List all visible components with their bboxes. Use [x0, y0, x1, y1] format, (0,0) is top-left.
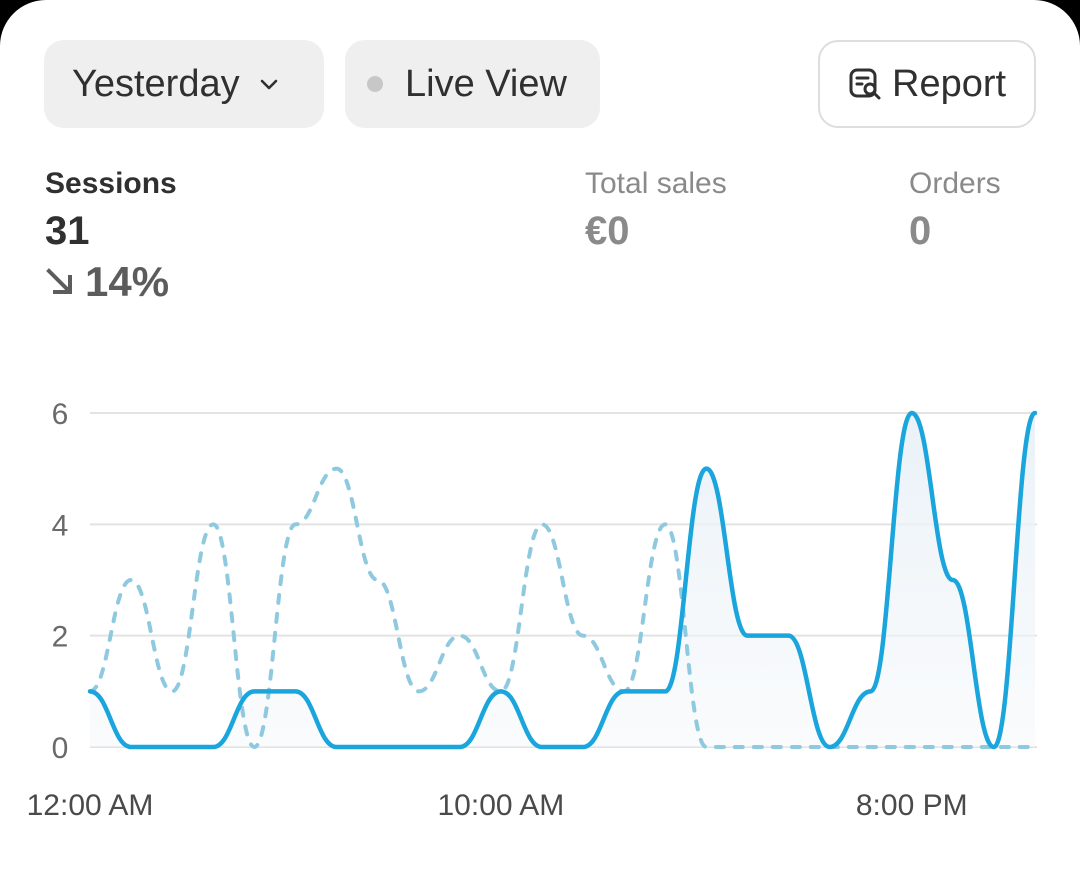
arrow-down-right-icon — [46, 268, 72, 294]
live-view-button[interactable]: Live View — [345, 40, 600, 128]
chevron-down-icon — [260, 79, 277, 90]
report-button[interactable]: Report — [818, 40, 1036, 128]
date-range-label: Yesterday — [72, 62, 240, 105]
orders-label: Orders — [909, 167, 1001, 200]
y-tick-label: 6 — [52, 398, 69, 431]
total-sales-metric[interactable]: Total sales €0 — [585, 166, 727, 256]
orders-value: 0 — [909, 209, 932, 253]
x-tick-label: 8:00 PM — [856, 789, 968, 822]
current-series-area — [90, 413, 1035, 747]
orders-metric[interactable]: Orders 0 — [909, 166, 1001, 256]
sessions-change: 14% — [45, 258, 177, 306]
sessions-line-chart: 0 2 4 6 12:00 AM 10:00 AM 8:00 PM — [27, 398, 1038, 822]
x-tick-label: 12:00 AM — [27, 789, 154, 822]
y-tick-label: 2 — [52, 621, 69, 654]
sessions-metric[interactable]: Sessions 31 14% — [45, 166, 177, 306]
live-view-label: Live View — [405, 62, 567, 105]
report-label: Report — [892, 62, 1007, 105]
sessions-value: 31 — [45, 209, 90, 253]
current-series-line — [87, 410, 1038, 750]
previous-series-line — [88, 466, 1037, 750]
y-tick-label: 4 — [52, 509, 69, 542]
live-status-dot-icon — [367, 76, 383, 92]
total-sales-value: €0 — [585, 209, 630, 253]
date-range-button[interactable]: Yesterday — [44, 40, 324, 128]
total-sales-label: Total sales — [585, 167, 727, 200]
x-tick-label: 10:00 AM — [437, 789, 564, 822]
y-tick-label: 0 — [52, 732, 69, 765]
report-search-icon — [849, 68, 881, 100]
sessions-label: Sessions — [45, 167, 177, 200]
sessions-change-value: 14% — [85, 258, 170, 305]
